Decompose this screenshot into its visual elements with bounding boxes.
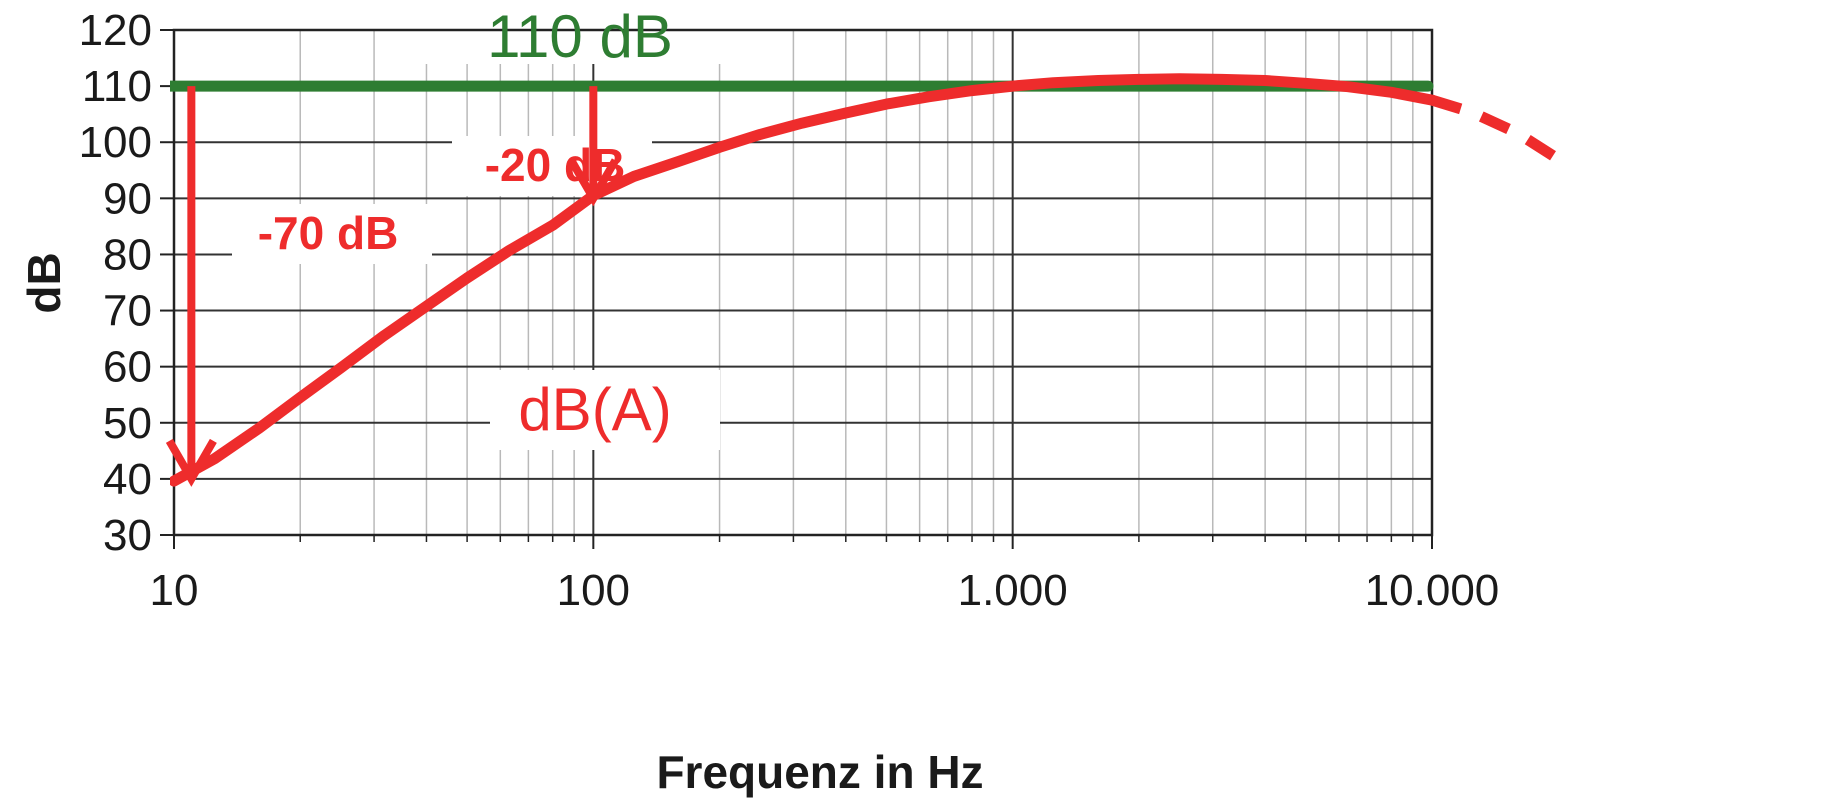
plot-border bbox=[172, 28, 1434, 537]
y-tick-label: 30 bbox=[103, 511, 152, 560]
annotation-dba: dB(A) bbox=[518, 376, 671, 443]
y-tick-labels: 30 40 50 60 70 80 90 100 110 120 bbox=[79, 6, 152, 560]
annotation-110db: 110 dB bbox=[487, 3, 673, 70]
y-tick-label: 80 bbox=[103, 230, 152, 279]
y-tick-label: 40 bbox=[103, 455, 152, 504]
arrow-minus-70db-head bbox=[165, 438, 217, 487]
x-tick-labels: 10 100 1.000 10.000 bbox=[150, 566, 1500, 615]
arrow-minus-20db bbox=[567, 86, 619, 207]
label-70db-background bbox=[232, 204, 432, 264]
grid-major-lines bbox=[173, 29, 1433, 536]
x-axis-title: Frequenz in Hz bbox=[656, 746, 983, 798]
y-tick-label: 100 bbox=[79, 118, 152, 167]
x-tick-label: 100 bbox=[557, 566, 630, 615]
series-dba-extrapolation bbox=[1430, 94, 1562, 164]
y-tick-label: 110 bbox=[82, 62, 152, 111]
label-dba-background bbox=[490, 370, 720, 450]
y-tick-label: 50 bbox=[103, 399, 152, 448]
y-axis-title: dB bbox=[18, 252, 70, 313]
x-tick-label: 1.000 bbox=[958, 566, 1068, 615]
x-tick-label: 10.000 bbox=[1365, 566, 1500, 615]
x-tick-label: 10 bbox=[150, 566, 199, 615]
series-layer bbox=[170, 73, 1562, 487]
label-110db-background bbox=[380, 6, 740, 64]
y-tick-label: 60 bbox=[103, 343, 152, 392]
arrow-layer bbox=[165, 86, 619, 487]
arrow-minus-70db bbox=[165, 86, 217, 487]
annotation-minus-20db: -20 dB bbox=[485, 139, 626, 191]
y-tick-label: 70 bbox=[103, 287, 152, 336]
arrow-minus-20db-head bbox=[567, 158, 619, 207]
annotation-minus-70db: -70 dB bbox=[258, 207, 399, 259]
y-tick-label: 90 bbox=[103, 174, 152, 223]
y-tick-label: 120 bbox=[79, 6, 152, 55]
series-dba-curve bbox=[170, 73, 1438, 487]
plot-frame bbox=[160, 28, 1434, 549]
